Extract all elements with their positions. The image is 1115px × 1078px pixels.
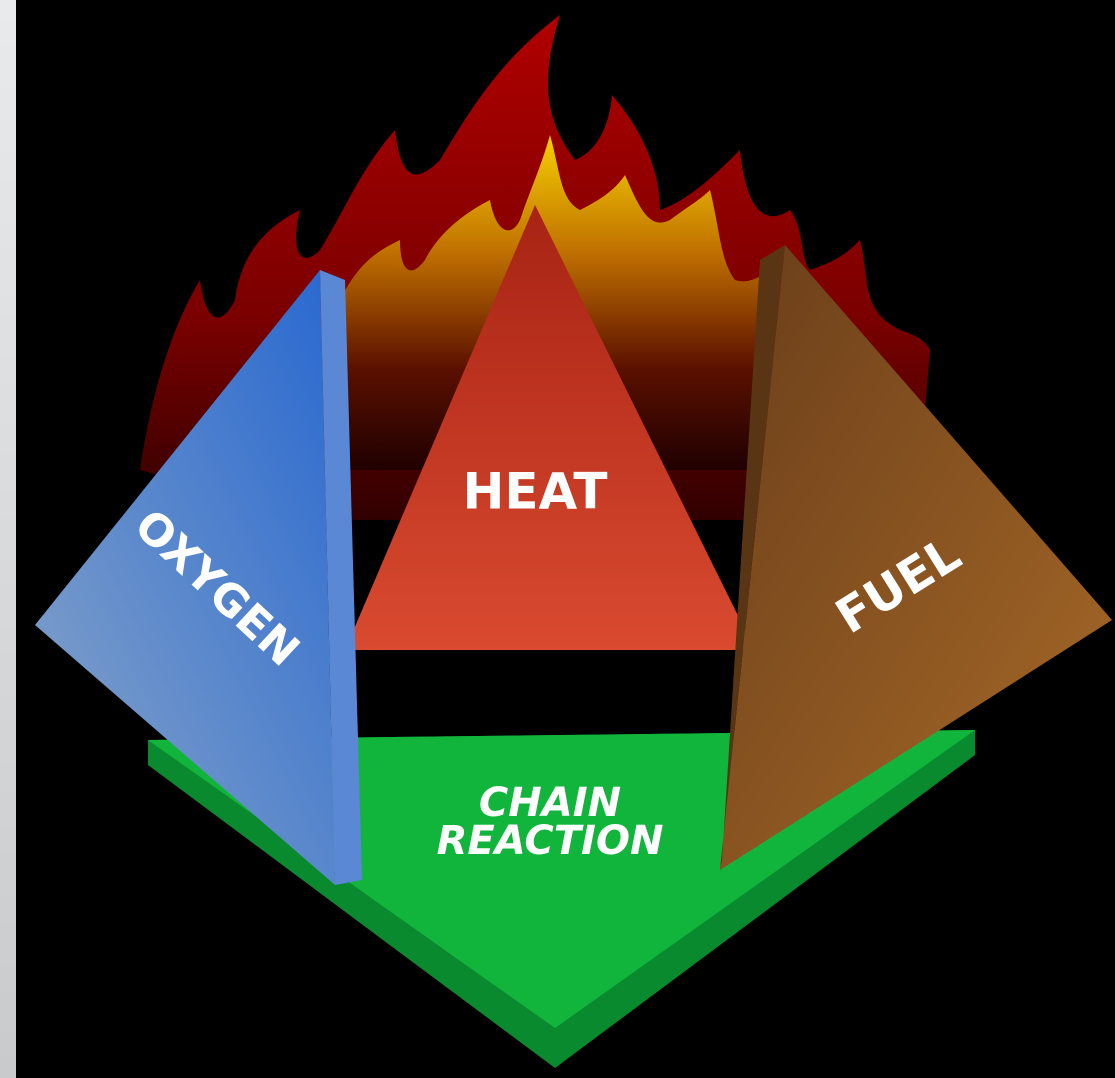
- reaction-label: REACTION: [437, 818, 664, 864]
- fire-tetrahedron: HEAT OXYGEN FUEL CHAIN REACTION: [0, 0, 1115, 1078]
- side-strip: [0, 0, 16, 1078]
- page: HEAT OXYGEN FUEL CHAIN REACTION (() => {…: [0, 0, 1115, 1078]
- heat-label: HEAT: [463, 463, 608, 521]
